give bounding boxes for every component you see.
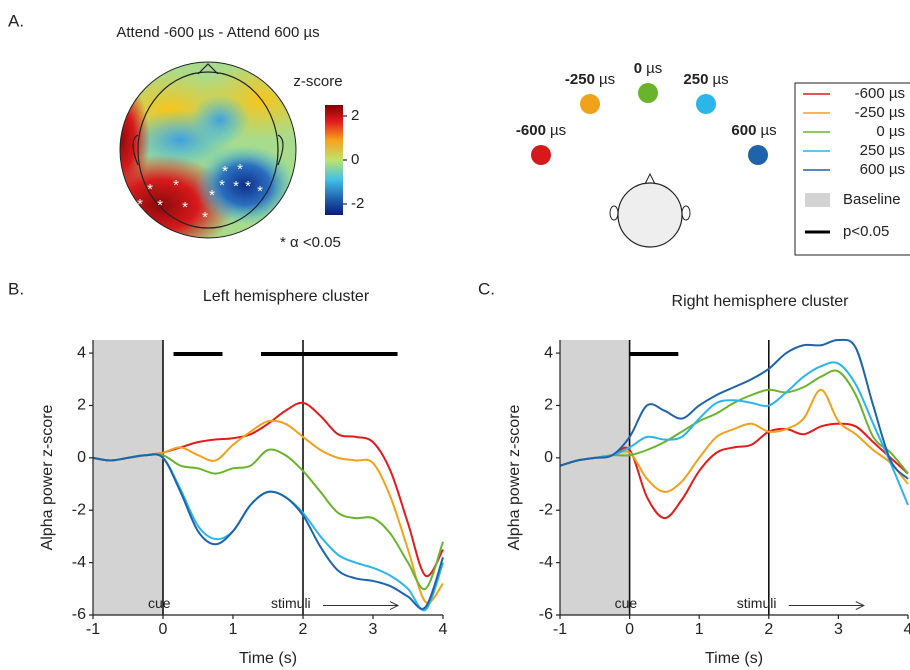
y-tick-label: 0 [77, 449, 86, 466]
y-axis-label: Alpha power z-score [506, 404, 523, 550]
y-tick-label: -6 [539, 606, 553, 623]
series-line [559, 369, 909, 475]
y-tick-label: 0 [544, 449, 553, 466]
electrode-value: 0 [634, 60, 642, 77]
x-tick-label: 4 [904, 621, 910, 638]
electrode-label: 600 µs [731, 122, 776, 139]
chart-title: Attend -600 µs - Attend 600 µs [116, 24, 319, 41]
electrode-value: -250 [565, 71, 595, 88]
electrode-value: -600 [516, 122, 546, 139]
event-arrowhead [855, 601, 865, 610]
svg-text:*: * [209, 187, 215, 204]
svg-text:*: * [222, 163, 228, 180]
svg-text:*: * [233, 178, 239, 195]
electrode [696, 94, 716, 114]
electrode-value: 600 [731, 122, 756, 139]
electrode-label: 250 µs [683, 71, 728, 88]
x-axis-label: Time (s) [705, 650, 763, 667]
legend-label: 600 µs [860, 161, 905, 178]
svg-text:*: * [147, 181, 153, 198]
colorbar-tick-label: 0 [351, 151, 359, 168]
electrode-value: 250 [683, 71, 708, 88]
series-line [559, 361, 909, 506]
svg-text:*: * [219, 177, 225, 194]
electrode [580, 94, 600, 114]
event-label: cue [615, 595, 638, 611]
y-tick-label: -4 [72, 554, 86, 571]
annotation: * α <0.05 [280, 234, 341, 251]
svg-text:*: * [245, 178, 251, 195]
electrode-unit: µs [646, 60, 662, 77]
electrode [638, 83, 658, 103]
y-tick-label: 2 [544, 397, 553, 414]
baseline-shade [560, 340, 630, 615]
x-tick-label: 2 [299, 621, 308, 638]
series-line [92, 453, 444, 610]
y-tick-label: 4 [77, 344, 86, 361]
y-axis-label: Alpha power z-score [39, 404, 56, 550]
legend-swatch [805, 193, 830, 207]
electrode-unit: µs [550, 122, 566, 139]
legend-label: -250 µs [855, 104, 905, 121]
panel-label: B. [8, 279, 24, 298]
y-tick-label: -4 [539, 554, 553, 571]
colorbar [325, 105, 343, 215]
chart-title: Left hemisphere cluster [203, 288, 370, 305]
electrode [748, 145, 768, 165]
electrode [531, 145, 551, 165]
electrode-label: -250 µs [565, 71, 615, 88]
x-tick-label: 0 [159, 621, 168, 638]
x-tick-label: 4 [439, 621, 448, 638]
legend-label: 0 µs [876, 123, 905, 140]
x-tick-label: 3 [834, 621, 843, 638]
chart-title: Right hemisphere cluster [672, 293, 850, 310]
electrode-unit: µs [760, 122, 776, 139]
svg-text:*: * [182, 199, 188, 216]
legend-label: 250 µs [860, 142, 905, 159]
y-tick-label: 2 [77, 397, 86, 414]
legend [794, 82, 910, 256]
event-label: stimuli [737, 595, 777, 611]
svg-text:*: * [202, 209, 208, 226]
x-tick-label: -1 [86, 621, 100, 638]
x-tick-label: 1 [229, 621, 238, 638]
svg-text:*: * [237, 161, 243, 178]
y-tick-label: -2 [539, 501, 553, 518]
x-tick-label: 1 [695, 621, 704, 638]
svg-text:*: * [137, 196, 143, 213]
legend-label: -600 µs [855, 85, 905, 102]
svg-text:*: * [173, 177, 179, 194]
panel-label: A. [8, 11, 24, 30]
electrode-diagram [609, 172, 691, 248]
y-tick-label: -2 [72, 501, 86, 518]
series-line [559, 338, 909, 480]
legend-label: Baseline [843, 191, 901, 208]
x-tick-label: 3 [369, 621, 378, 638]
electrode-unit: µs [712, 71, 728, 88]
electrode-unit: µs [599, 71, 615, 88]
event-label: cue [148, 595, 171, 611]
colorbar-tick-label: 2 [351, 107, 359, 124]
y-tick-label: 4 [544, 344, 553, 361]
svg-text:*: * [157, 197, 163, 214]
colorbar-tick-label: -2 [351, 195, 364, 212]
x-tick-label: -1 [553, 621, 567, 638]
legend-label: p<0.05 [843, 223, 889, 240]
x-axis-label: Time (s) [239, 650, 297, 667]
baseline-shade [93, 340, 163, 615]
colorbar-title: z-score [293, 73, 342, 90]
electrode-label: 0 µs [634, 60, 663, 77]
x-tick-label: 2 [764, 621, 773, 638]
x-tick-label: 0 [625, 621, 634, 638]
event-arrowhead [389, 601, 400, 610]
event-label: stimuli [271, 595, 311, 611]
y-tick-label: -6 [72, 606, 86, 623]
panel-label: C. [478, 279, 495, 298]
electrode-label: -600 µs [516, 122, 566, 139]
svg-text:*: * [257, 183, 263, 200]
